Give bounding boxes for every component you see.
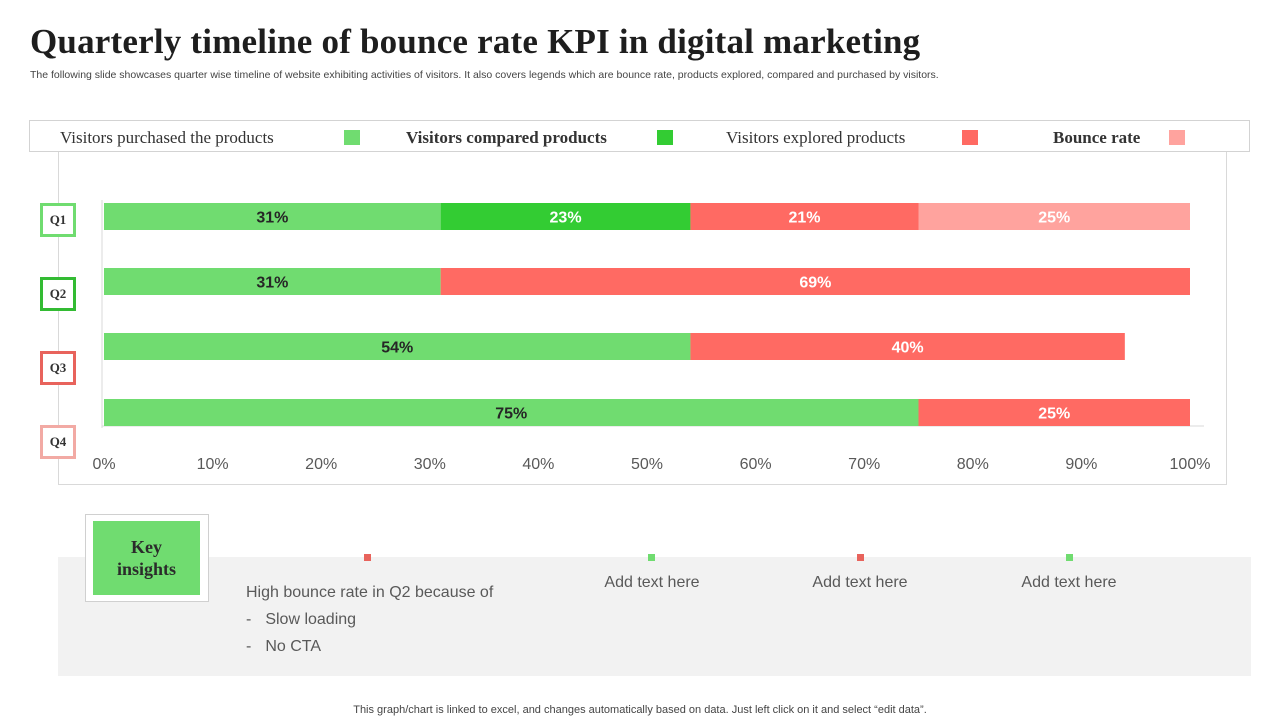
- quarter-box-q1: Q1: [40, 203, 76, 237]
- legend-swatch-purchased: [344, 130, 360, 145]
- data-label-q2-series-1: 31%: [256, 275, 288, 292]
- legend-label-compared: Visitors compared products: [406, 128, 607, 147]
- x-tick-label: 80%: [957, 456, 989, 473]
- x-tick-label: 50%: [631, 456, 663, 473]
- bullet-text: Slow loading: [265, 611, 357, 628]
- bar-q1-series-1: [104, 203, 441, 230]
- legend-label-bounce: Bounce rate: [1053, 128, 1141, 147]
- quarter-box-q2: Q2: [40, 277, 76, 311]
- timeline-marker-1: [364, 554, 371, 561]
- x-tick-label: 30%: [414, 456, 446, 473]
- bar-q1-series-3: [690, 203, 919, 230]
- timeline-marker-2: [648, 554, 655, 561]
- bar-q1-series-4: [918, 203, 1190, 230]
- insight-bullet-2: - No CTA: [246, 638, 321, 656]
- legend-swatch-compared: [657, 130, 673, 145]
- key-insights-label: Key insights: [93, 521, 200, 595]
- stacked-bar-chart: 31% 23% 21% 25% 31% 69% 54% 40% 75% 25% 0% 10% 20% 30…: [92, 200, 1211, 473]
- bullet-dash: -: [246, 638, 252, 655]
- insights-band: [58, 557, 1251, 676]
- bar-q2-series-3: [440, 268, 1190, 295]
- bar-q3-series-3: [690, 333, 1125, 360]
- insight-placeholder-3[interactable]: Add text here: [1021, 574, 1117, 591]
- page-subtitle: The following slide showcases quarter wi…: [30, 69, 939, 81]
- quarter-box-q4: Q4: [40, 425, 76, 459]
- key-insights-line2: insights: [116, 559, 177, 579]
- data-label-q1-series-2: 23%: [550, 210, 582, 227]
- data-label-q4-series-1: 75%: [495, 406, 527, 423]
- insight-placeholder-2[interactable]: Add text here: [812, 574, 908, 591]
- data-label-q4-series-3: 25%: [1038, 406, 1070, 423]
- data-label-q3-series-3: 40%: [892, 340, 924, 357]
- timeline-marker-4: [1066, 554, 1073, 561]
- timeline-marker-3: [857, 554, 864, 561]
- key-insights-line1: Key: [131, 537, 162, 557]
- data-label-q2-series-3: 69%: [799, 275, 831, 292]
- x-tick-label: 70%: [848, 456, 880, 473]
- data-label-q3-series-1: 54%: [381, 340, 413, 357]
- x-tick-label: 20%: [305, 456, 337, 473]
- x-tick-label: 10%: [197, 456, 229, 473]
- legend-label-explored: Visitors explored products: [726, 128, 906, 147]
- insight-placeholder-1[interactable]: Add text here: [604, 574, 700, 591]
- quarter-box-q3: Q3: [40, 351, 76, 385]
- page-title: Quarterly timeline of bounce rate KPI in…: [30, 22, 921, 61]
- legend-swatch-explored: [962, 130, 978, 145]
- insight-bullet-1: - Slow loading: [246, 611, 356, 629]
- legend-label-purchased: Visitors purchased the products: [60, 128, 274, 147]
- bar-q3-series-1: [104, 333, 691, 360]
- bar-q1-series-2: [440, 203, 691, 230]
- data-label-q1-series-3: 21%: [788, 210, 820, 227]
- bar-q4-series-3: [918, 399, 1190, 426]
- chart-frame: [58, 152, 1227, 485]
- x-tick-label: 40%: [522, 456, 554, 473]
- footer-note: This graph/chart is linked to excel, and…: [353, 704, 927, 716]
- bullet-dash: -: [246, 611, 252, 628]
- bullet-text: No CTA: [265, 638, 322, 655]
- data-label-q1-series-1: 31%: [256, 210, 288, 227]
- bar-q2-series-1: [104, 268, 441, 295]
- bar-q4-series-1: [104, 399, 919, 426]
- x-tick-label: 90%: [1065, 456, 1097, 473]
- insight-main-text: High bounce rate in Q2 because of: [246, 584, 494, 601]
- x-tick-label: 0%: [92, 456, 115, 473]
- x-tick-label: 100%: [1170, 456, 1211, 473]
- data-label-q1-series-4: 25%: [1038, 210, 1070, 227]
- x-tick-label: 60%: [740, 456, 772, 473]
- legend-swatch-bounce: [1169, 130, 1185, 145]
- chart-legend: Visitors purchased the products Visitors…: [29, 120, 1250, 152]
